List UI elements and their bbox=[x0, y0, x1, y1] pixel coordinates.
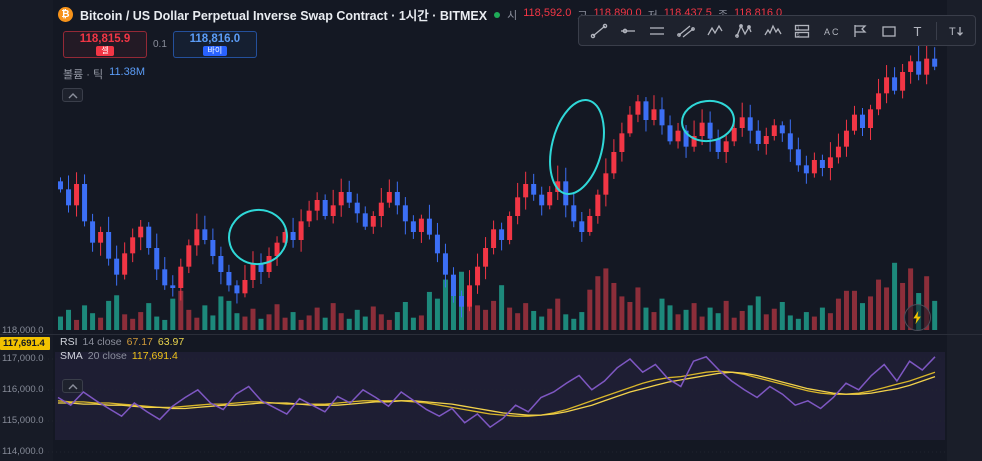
volume-indicator-legend: 볼륨 · 틱 11.38M bbox=[63, 66, 145, 82]
price-axis-label: 115,000.0 bbox=[2, 415, 44, 426]
sell-price: 118,815.9 bbox=[79, 33, 131, 45]
trade-panel: 118,815.9 셀 0.1 118,816.0 바이 bbox=[63, 31, 257, 58]
rsi-value-1: 67.17 bbox=[126, 336, 153, 348]
toolbar-divider bbox=[936, 21, 937, 40]
long-short-position-icon: 15 bbox=[794, 24, 809, 38]
anchored-text-icon: T bbox=[949, 26, 963, 38]
symbol-title: Bitcoin / US Dollar Perpetual Inverse Sw… bbox=[80, 9, 488, 23]
horizontal-ray-icon bbox=[620, 28, 635, 33]
right-panel-strip bbox=[947, 0, 982, 461]
sma-name: SMA bbox=[60, 350, 83, 362]
forecast-tool-button[interactable] bbox=[846, 18, 873, 43]
instant-order-lightning-button[interactable] bbox=[904, 304, 931, 331]
open-label: 시 bbox=[507, 9, 518, 22]
svg-text:C: C bbox=[832, 27, 839, 37]
rsi-name: RSI bbox=[60, 336, 78, 348]
open-value: 118,592.0 bbox=[523, 6, 572, 19]
zigzag-wave-icon bbox=[706, 24, 723, 35]
elliott-wave-icon bbox=[763, 23, 782, 35]
svg-text:5: 5 bbox=[797, 32, 800, 37]
sma-value: 117,691.4 bbox=[131, 350, 178, 362]
price-axis-label: 114,000.0 bbox=[2, 446, 44, 457]
svg-text:A: A bbox=[824, 27, 830, 37]
lightning-bolt-icon bbox=[913, 310, 921, 325]
rsi-params: 14 close bbox=[82, 336, 122, 348]
parallel-channel-icon bbox=[676, 24, 695, 38]
volume-legend-label: 볼륨 · 틱 bbox=[63, 69, 104, 81]
sell-button[interactable]: 118,815.9 셀 bbox=[63, 31, 147, 58]
svg-text:T: T bbox=[949, 26, 956, 38]
rectangle-icon bbox=[881, 25, 896, 37]
parallel-channel-tool-button[interactable] bbox=[672, 18, 699, 43]
rsi-legend[interactable]: RSI 14 close 67.17 63.97 bbox=[60, 336, 184, 348]
price-axis-label: 116,000.0 bbox=[2, 384, 44, 395]
annotation-ellipse[interactable] bbox=[680, 98, 736, 143]
trend-line-icon bbox=[590, 23, 607, 38]
forecast-icon bbox=[853, 24, 867, 37]
market-status-dot bbox=[494, 11, 501, 18]
buy-label-badge: 바이 bbox=[202, 46, 228, 56]
parallel-lines-icon bbox=[649, 26, 664, 35]
svg-text:1: 1 bbox=[797, 25, 800, 30]
parallel-lines-tool-button[interactable] bbox=[643, 18, 670, 43]
price-axis-label: 117,000.0 bbox=[2, 353, 44, 364]
annotation-ellipse[interactable] bbox=[541, 94, 613, 199]
anchored-text-tool-button[interactable]: T bbox=[942, 18, 969, 43]
xabcd-pattern-tool-button[interactable] bbox=[730, 18, 757, 43]
text-tool-icon: T bbox=[913, 24, 921, 39]
sell-label-badge: 셀 bbox=[96, 46, 114, 56]
rsi-value-2: 63.97 bbox=[157, 336, 185, 348]
sma-params: 20 close bbox=[87, 350, 127, 362]
price-axis-active-label: 117,691.4 bbox=[0, 337, 50, 350]
bitcoin-logo-icon: ₿ bbox=[58, 7, 73, 22]
spread-value: 0.1 bbox=[153, 39, 167, 50]
collapse-main-pane-button[interactable] bbox=[62, 88, 83, 102]
annotation-ellipse[interactable] bbox=[226, 206, 291, 268]
trend-line-tool-button[interactable] bbox=[585, 18, 612, 43]
xabcd-pattern-icon bbox=[734, 23, 752, 38]
volume-legend-value: 11.38M bbox=[109, 66, 146, 78]
horizontal-ray-tool-button[interactable] bbox=[614, 18, 641, 43]
sma-legend[interactable]: SMA 20 close 117,691.4 bbox=[60, 350, 178, 362]
svg-text:T: T bbox=[913, 24, 921, 39]
buy-price: 118,816.0 bbox=[189, 33, 241, 45]
price-axis-label: 118,000.0 bbox=[2, 325, 44, 336]
rectangle-tool-button[interactable] bbox=[875, 18, 902, 43]
left-panel-strip bbox=[0, 0, 53, 461]
collapse-lower-pane-button[interactable] bbox=[62, 379, 83, 393]
buy-button[interactable]: 118,816.0 바이 bbox=[172, 31, 257, 58]
zigzag-wave-tool-button[interactable] bbox=[701, 18, 728, 43]
elliott-wave-tool-button[interactable] bbox=[759, 18, 786, 43]
text-tool-tool-button[interactable]: T bbox=[904, 18, 931, 43]
